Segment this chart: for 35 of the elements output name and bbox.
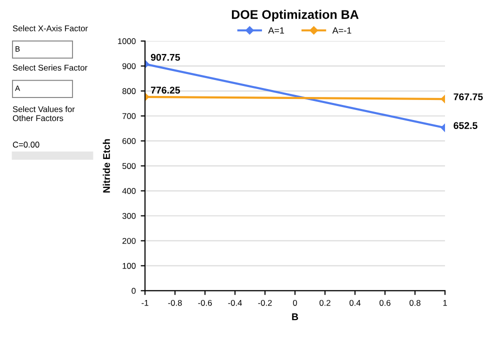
x-tick-label: -1 [142,300,148,306]
y-tick-label: 800 [122,88,136,94]
y-tick-label: 1000 [118,38,136,44]
y-tick-label: 900 [122,63,136,70]
y-tick-label: 100 [122,262,136,269]
x-tick-label: -0.2 [258,300,272,306]
y-tick-label: 300 [122,213,136,219]
y-tick-label: 200 [122,238,136,244]
y-tick-label: 0 [132,288,136,294]
data-label: 776.25 [150,86,180,94]
y-axis-title: Nitride Etch [102,139,110,192]
x-tick-label: 0.4 [350,300,361,306]
y-tick-label: 500 [122,163,136,169]
text: Select Values for Other Factors [12,106,75,122]
x-tick-label: 1 [443,300,447,306]
x-tick-label: -0.6 [198,300,212,306]
x-tick-label: -0.4 [228,300,242,306]
x-tick-label: 0 [293,300,297,306]
chart-title: DOE Optimization BA [232,10,359,22]
y-tick-label: 600 [122,138,136,144]
x-tick-label: 0.6 [380,300,390,306]
legend-label: A=1 [268,27,284,34]
legend-label: A=-1 [332,27,352,34]
y-tick-label: 400 [122,188,136,194]
text: Select Series Factor [12,64,88,71]
text: Select X-Axis Factor [12,25,88,32]
data-label: 907.75 [150,54,180,61]
x-tick-label: 0.8 [410,300,420,306]
data-label: 767.75 [454,93,483,100]
data-label: 652.5 [454,122,478,130]
x-tick-label: 0.2 [320,300,330,306]
text: C=0.00 [12,142,40,148]
y-tick-label: 700 [122,113,136,120]
x-axis-title: B [292,313,298,320]
x-tick-label: -0.8 [168,300,182,306]
